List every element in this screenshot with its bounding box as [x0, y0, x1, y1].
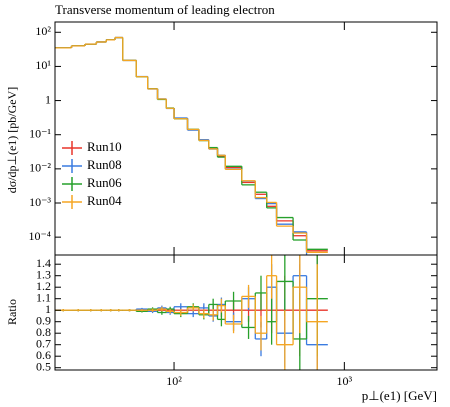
y-tick-label: 1.2	[36, 279, 51, 293]
step-connector	[70, 37, 308, 253]
legend-label: Run06	[87, 175, 122, 190]
ratio-frame	[54, 254, 438, 371]
y-tick-label: 10¹	[35, 58, 51, 72]
step-connector	[156, 275, 308, 345]
y-tick-label: 0.8	[36, 325, 51, 339]
legend-label: Run08	[87, 157, 122, 172]
chart-title: Transverse momentum of leading electron	[55, 2, 275, 17]
x-tick-label: 10³	[337, 374, 353, 388]
y-tick-label: 1	[45, 302, 51, 316]
y-tick-label: 1.1	[36, 290, 51, 304]
y-tick-label: 10⁻⁴	[28, 229, 51, 243]
y-tick-label: 10⁻³	[29, 195, 51, 209]
x-axis-label: p⊥(e1) [GeV]	[362, 388, 437, 403]
ratio-axis-label: Ratio	[5, 299, 19, 325]
x-tick-label: 10²	[166, 374, 182, 388]
ratio-plot	[55, 255, 328, 370]
axes: 10² 10¹ 1 10⁻¹ 10⁻² 10⁻³ 10⁻⁴ Run10 Run08 Run06 Ru…	[28, 22, 437, 388]
y-tick-label: 0.9	[36, 313, 51, 327]
y-axis-label: dσ/dp⊥(e1) [pb/GeV]	[5, 87, 19, 194]
legend-label: Run10	[87, 139, 122, 154]
y-tick-label: 0.6	[36, 348, 51, 362]
y-tick-label: 0.7	[36, 336, 51, 350]
main-plot	[55, 36, 328, 255]
y-tick-label: 0.5	[36, 359, 51, 373]
y-tick-label: 1.4	[36, 256, 51, 270]
y-tick-label: 10⁻¹	[29, 126, 51, 140]
y-tick-label: 10²	[35, 24, 51, 38]
y-tick-label: 1	[45, 92, 51, 106]
legend-label: Run04	[87, 193, 122, 208]
y-tick-label: 10⁻²	[29, 161, 51, 175]
y-tick-label: 1.3	[36, 267, 51, 281]
